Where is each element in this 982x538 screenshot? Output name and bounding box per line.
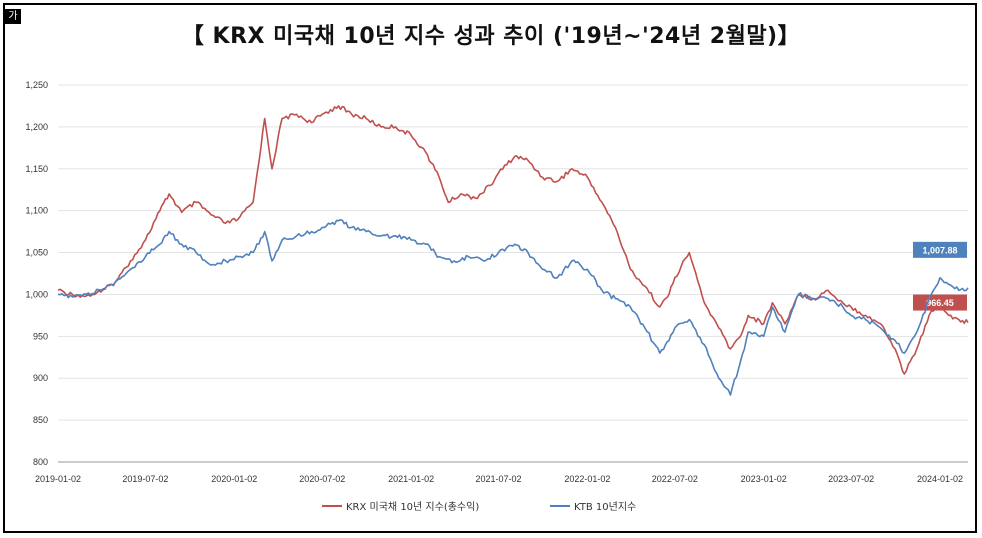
- y-tick-label: 1,250: [25, 80, 48, 90]
- y-tick-label: 1,000: [25, 289, 48, 299]
- x-tick-label: 2020-01-02: [211, 474, 257, 484]
- legend-label-1: KTB 10년지수: [574, 501, 636, 513]
- legend-label-0: KRX 미국채 10년 지수(총수익): [346, 501, 479, 513]
- y-tick-label: 800: [33, 457, 48, 467]
- end-label: 1,007.88: [922, 245, 957, 255]
- corner-tag: 가: [5, 9, 21, 24]
- x-tick-label: 2023-01-02: [741, 474, 787, 484]
- series-line-1: [57, 218, 969, 396]
- y-tick-label: 1,150: [25, 164, 48, 174]
- x-tick-label: 2019-01-02: [35, 474, 81, 484]
- end-label-box: [913, 241, 967, 258]
- x-tick-label: 2021-01-02: [388, 474, 434, 484]
- x-tick-label: 2019-07-02: [122, 474, 168, 484]
- end-label: 966.45: [926, 298, 954, 308]
- chart-title: 【 KRX 미국채 10년 지수 성과 추이 ('19년~'24년 2월말)】: [181, 24, 801, 49]
- y-tick-label: 1,050: [25, 248, 48, 258]
- y-tick-label: 850: [33, 415, 48, 425]
- y-tick-label: 1,200: [25, 122, 48, 132]
- x-tick-label: 2020-07-02: [299, 474, 345, 484]
- x-tick-label: 2023-07-02: [828, 474, 874, 484]
- y-tick-label: 950: [33, 331, 48, 341]
- chart-frame: [3, 3, 977, 533]
- x-tick-label: 2022-07-02: [652, 474, 698, 484]
- y-tick-label: 900: [33, 373, 48, 383]
- x-tick-label: 2024-01-02: [917, 474, 963, 484]
- x-tick-label: 2021-07-02: [475, 474, 521, 484]
- x-tick-label: 2022-01-02: [564, 474, 610, 484]
- y-tick-label: 1,100: [25, 206, 48, 216]
- series-line-0: [57, 105, 969, 375]
